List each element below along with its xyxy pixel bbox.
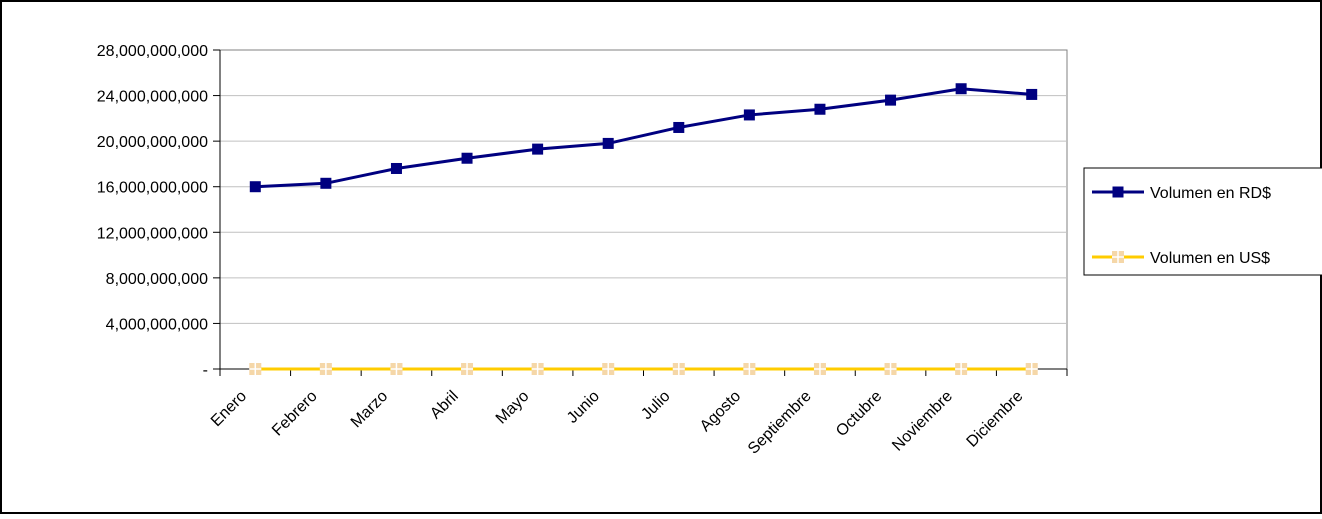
series-marker [955,83,967,95]
legend-entry-label: Volumen en US$ [1150,250,1270,267]
series-marker [885,94,897,106]
y-tick-label: - [203,362,208,379]
series-marker [390,162,402,174]
series-marker [461,152,473,164]
y-tick-label: 24,000,000,000 [97,89,208,106]
series-marker [602,137,614,149]
legend-entry-label: Volumen en RD$ [1150,185,1271,202]
series-marker [249,181,261,193]
y-tick-label: 12,000,000,000 [97,225,208,242]
y-tick-label: 28,000,000,000 [97,43,208,60]
series-marker [1112,186,1124,198]
series-line [255,87,1032,189]
y-tick-label: 8,000,000,000 [106,271,208,288]
y-tick-label: 16,000,000,000 [97,180,208,197]
legend: Volumen en RD$ Volumen en US$ [1083,167,1322,276]
series-marker [743,109,755,121]
y-tick-label: 20,000,000,000 [97,134,208,151]
series-marker [673,121,685,133]
series-marker [320,177,332,189]
series-marker [814,103,826,115]
series [249,83,1038,375]
series-marker [1026,88,1038,100]
plot-area [219,49,1068,370]
series-marker [532,143,544,155]
y-tick-label: 4,000,000,000 [106,316,208,333]
